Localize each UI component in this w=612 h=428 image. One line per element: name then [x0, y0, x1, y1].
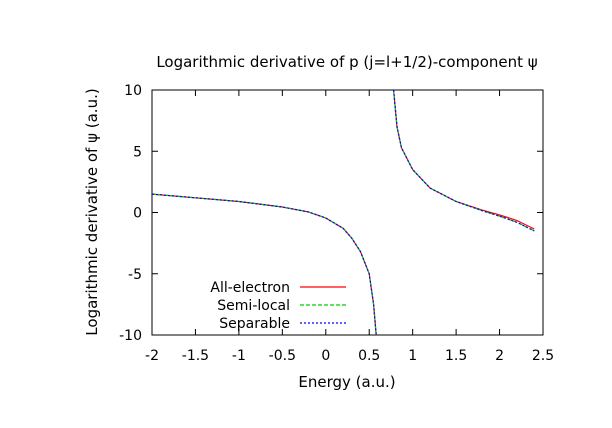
y-tick-label: -10 — [119, 328, 142, 344]
x-tick-label: 2.5 — [532, 348, 554, 364]
x-tick-label: -1.5 — [182, 348, 209, 364]
x-tick-label: 0.5 — [358, 348, 380, 364]
y-tick-labels: 10 5 0 -5 -10 — [119, 83, 142, 344]
series-line-all-electron — [393, 89, 535, 230]
tick-marks — [151, 89, 544, 336]
y-axis-label: Logarithmic derivative of ψ (a.u.) — [83, 88, 101, 335]
legend-label-all-electron: All-electron — [210, 280, 290, 296]
x-tick-label: 1.5 — [445, 348, 467, 364]
series-line-semi-local — [393, 89, 535, 232]
y-tick-label: 5 — [133, 144, 142, 160]
plot-frame — [151, 89, 544, 336]
x-tick-label: -2 — [145, 348, 159, 364]
legend: All-electron Semi-local Separable — [210, 280, 346, 332]
x-tick-labels: -2 -1.5 -1 -0.5 0 0.5 1 1.5 2 2.5 — [145, 348, 554, 364]
x-tick-label: 0 — [321, 348, 330, 364]
x-tick-label: 2 — [495, 348, 504, 364]
legend-label-semi-local: Semi-local — [217, 298, 290, 314]
series-lines — [151, 89, 535, 336]
series-line-separable — [393, 89, 535, 232]
y-tick-label: 10 — [124, 83, 142, 99]
chart-title: Logarithmic derivative of p (j=l+1/2)-co… — [156, 53, 537, 71]
x-tick-label: 1 — [408, 348, 417, 364]
x-axis-label: Energy (a.u.) — [298, 373, 395, 391]
y-tick-label: 0 — [133, 206, 142, 222]
legend-label-separable: Separable — [219, 316, 290, 332]
x-tick-label: -0.5 — [269, 348, 296, 364]
x-tick-label: -1 — [232, 348, 246, 364]
series-line-semi-local — [151, 193, 377, 336]
y-tick-label: -5 — [128, 267, 142, 283]
